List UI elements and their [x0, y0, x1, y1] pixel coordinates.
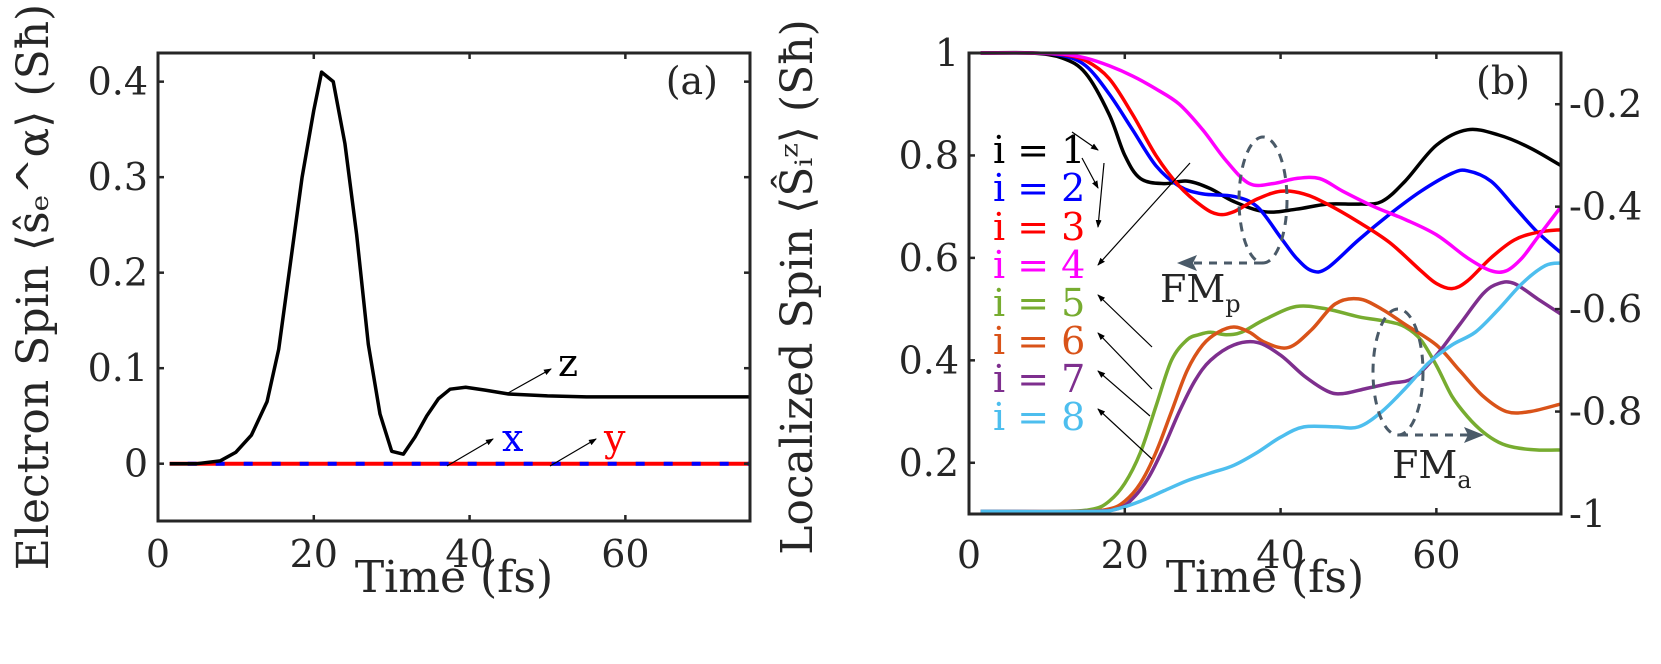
legend-entry-i6: i = 6 — [993, 319, 1085, 363]
y-tick-label: 0.1 — [88, 346, 148, 390]
y-tick-label: 0.8 — [899, 133, 959, 177]
series-z-line — [169, 70, 750, 466]
legend-pointer-arrow — [1097, 294, 1153, 348]
legend-pointer-arrow — [1071, 131, 1099, 151]
fm-a-ellipse — [1371, 307, 1425, 437]
y-tick-label: 0.2 — [88, 251, 148, 295]
y-right-tick-label: -0.6 — [1569, 287, 1642, 331]
fm-a-arrowhead-icon — [1464, 427, 1484, 443]
y-tick-label: 0.2 — [899, 441, 959, 485]
series-i5-line — [980, 304, 1562, 514]
panel-b: 0 20 40 60 0.2 0.4 0.6 0.8 1 -1 -0.8 -0.6 -0.4 -0.2 (… — [770, 19, 1642, 603]
y-tick-label: 0 — [124, 442, 148, 486]
legend-entry-i1: i = 1 — [993, 128, 1085, 172]
y-right-tick-label: -0.2 — [1569, 82, 1642, 126]
legend-entry-i2: i = 2 — [993, 166, 1085, 210]
panel-b-ticks: 0 20 40 60 0.2 0.4 0.6 0.8 1 -1 -0.8 -0.6 -0.4 -0.2 — [899, 31, 1643, 577]
y-right-tick-label: -0.8 — [1569, 390, 1642, 434]
panel-b-ylabel: Localized Spin ⟨Ŝᵢᶻ⟩ (Sħ) — [770, 19, 823, 554]
panel-a: 0 20 40 60 0 0.1 0.2 0.3 0.4 (a) Time (fs) Elect… — [8, 4, 752, 603]
y-tick-label: 0.6 — [899, 236, 959, 280]
panel-a-annotations: z x y — [446, 341, 626, 467]
legend-entry-i3: i = 3 — [993, 205, 1085, 249]
series-i2-line — [980, 51, 1563, 274]
panel-b-label: (b) — [1476, 59, 1530, 103]
x-tick-label: 0 — [957, 533, 981, 577]
annotation-x: x — [502, 416, 523, 460]
x-tick-label: 40 — [1256, 533, 1304, 577]
ylabel-a-prefix: Electron Spin ⟨ŝₑ^α⟩ (Sħ) — [8, 4, 59, 570]
panel-b-series — [980, 50, 1563, 514]
x-tick-label: 60 — [1412, 533, 1460, 577]
fm-p-ellipse — [1237, 135, 1289, 265]
series-i6-line — [980, 296, 1562, 514]
legend-entry-i4: i = 4 — [993, 243, 1085, 287]
panel-a-label: (a) — [666, 59, 718, 103]
panel-b-xlabel: Time (fs) — [1166, 552, 1364, 603]
y-tick-label: 0.3 — [88, 155, 148, 199]
x-tick-label: 0 — [146, 532, 170, 576]
y-tick-label: 0.4 — [88, 60, 148, 104]
legend-pointer-arrow — [1097, 370, 1151, 417]
panel-b-annotations: FMp FMa — [1160, 135, 1484, 494]
panel-a-ticks: 0 20 40 60 0 0.1 0.2 0.3 0.4 — [88, 53, 750, 576]
series-i7-line — [980, 280, 1562, 514]
panel-a-ylabel: Electron Spin ⟨ŝₑ^α⟩ (Sħ) — [8, 4, 59, 570]
panel-a-xlabel: Time (fs) — [355, 552, 553, 603]
series-i8-line — [980, 261, 1562, 514]
panel-b-legend: i = 1i = 2i = 3i = 4i = 5i = 6i = 7i = 8 — [993, 128, 1191, 460]
x-tick-label: 20 — [290, 532, 338, 576]
ylabel-b-prefix: Localized Spin ⟨Ŝᵢᶻ⟩ (Sħ) — [770, 19, 823, 554]
series-i1-line — [980, 50, 1562, 214]
panel-b-axes-frame — [967, 51, 1563, 516]
legend-pointer-arrow — [1097, 162, 1191, 266]
legend-pointer-arrow — [1097, 408, 1153, 460]
legend-pointer-arrow — [1097, 332, 1153, 390]
series-i4-line — [980, 51, 1563, 275]
y-tick-label: 1 — [935, 31, 959, 75]
fm-p-arrowhead-icon — [1177, 255, 1197, 271]
legend-entry-i8: i = 8 — [993, 395, 1085, 439]
x-tick-label: 60 — [601, 532, 649, 576]
panel-a-axes-frame — [156, 51, 752, 523]
y-right-tick-label: -1 — [1569, 492, 1606, 536]
legend-entry-i7: i = 7 — [993, 357, 1085, 401]
fm-a-label: FMa — [1392, 443, 1472, 494]
panel-a-series — [169, 70, 750, 466]
y-right-tick-label: -0.4 — [1569, 185, 1642, 229]
fm-p-label: FMp — [1160, 267, 1241, 318]
annotation-z: z — [558, 341, 578, 385]
y-tick-label: 0.4 — [899, 338, 959, 382]
legend-pointer-arrow — [1081, 157, 1099, 189]
annotation-y: y — [603, 416, 626, 460]
legend-pointer-arrow — [1095, 162, 1105, 228]
x-tick-label: 40 — [445, 532, 493, 576]
series-i3-line — [980, 51, 1562, 291]
x-tick-label: 20 — [1101, 533, 1149, 577]
legend-entry-i5: i = 5 — [993, 281, 1085, 325]
